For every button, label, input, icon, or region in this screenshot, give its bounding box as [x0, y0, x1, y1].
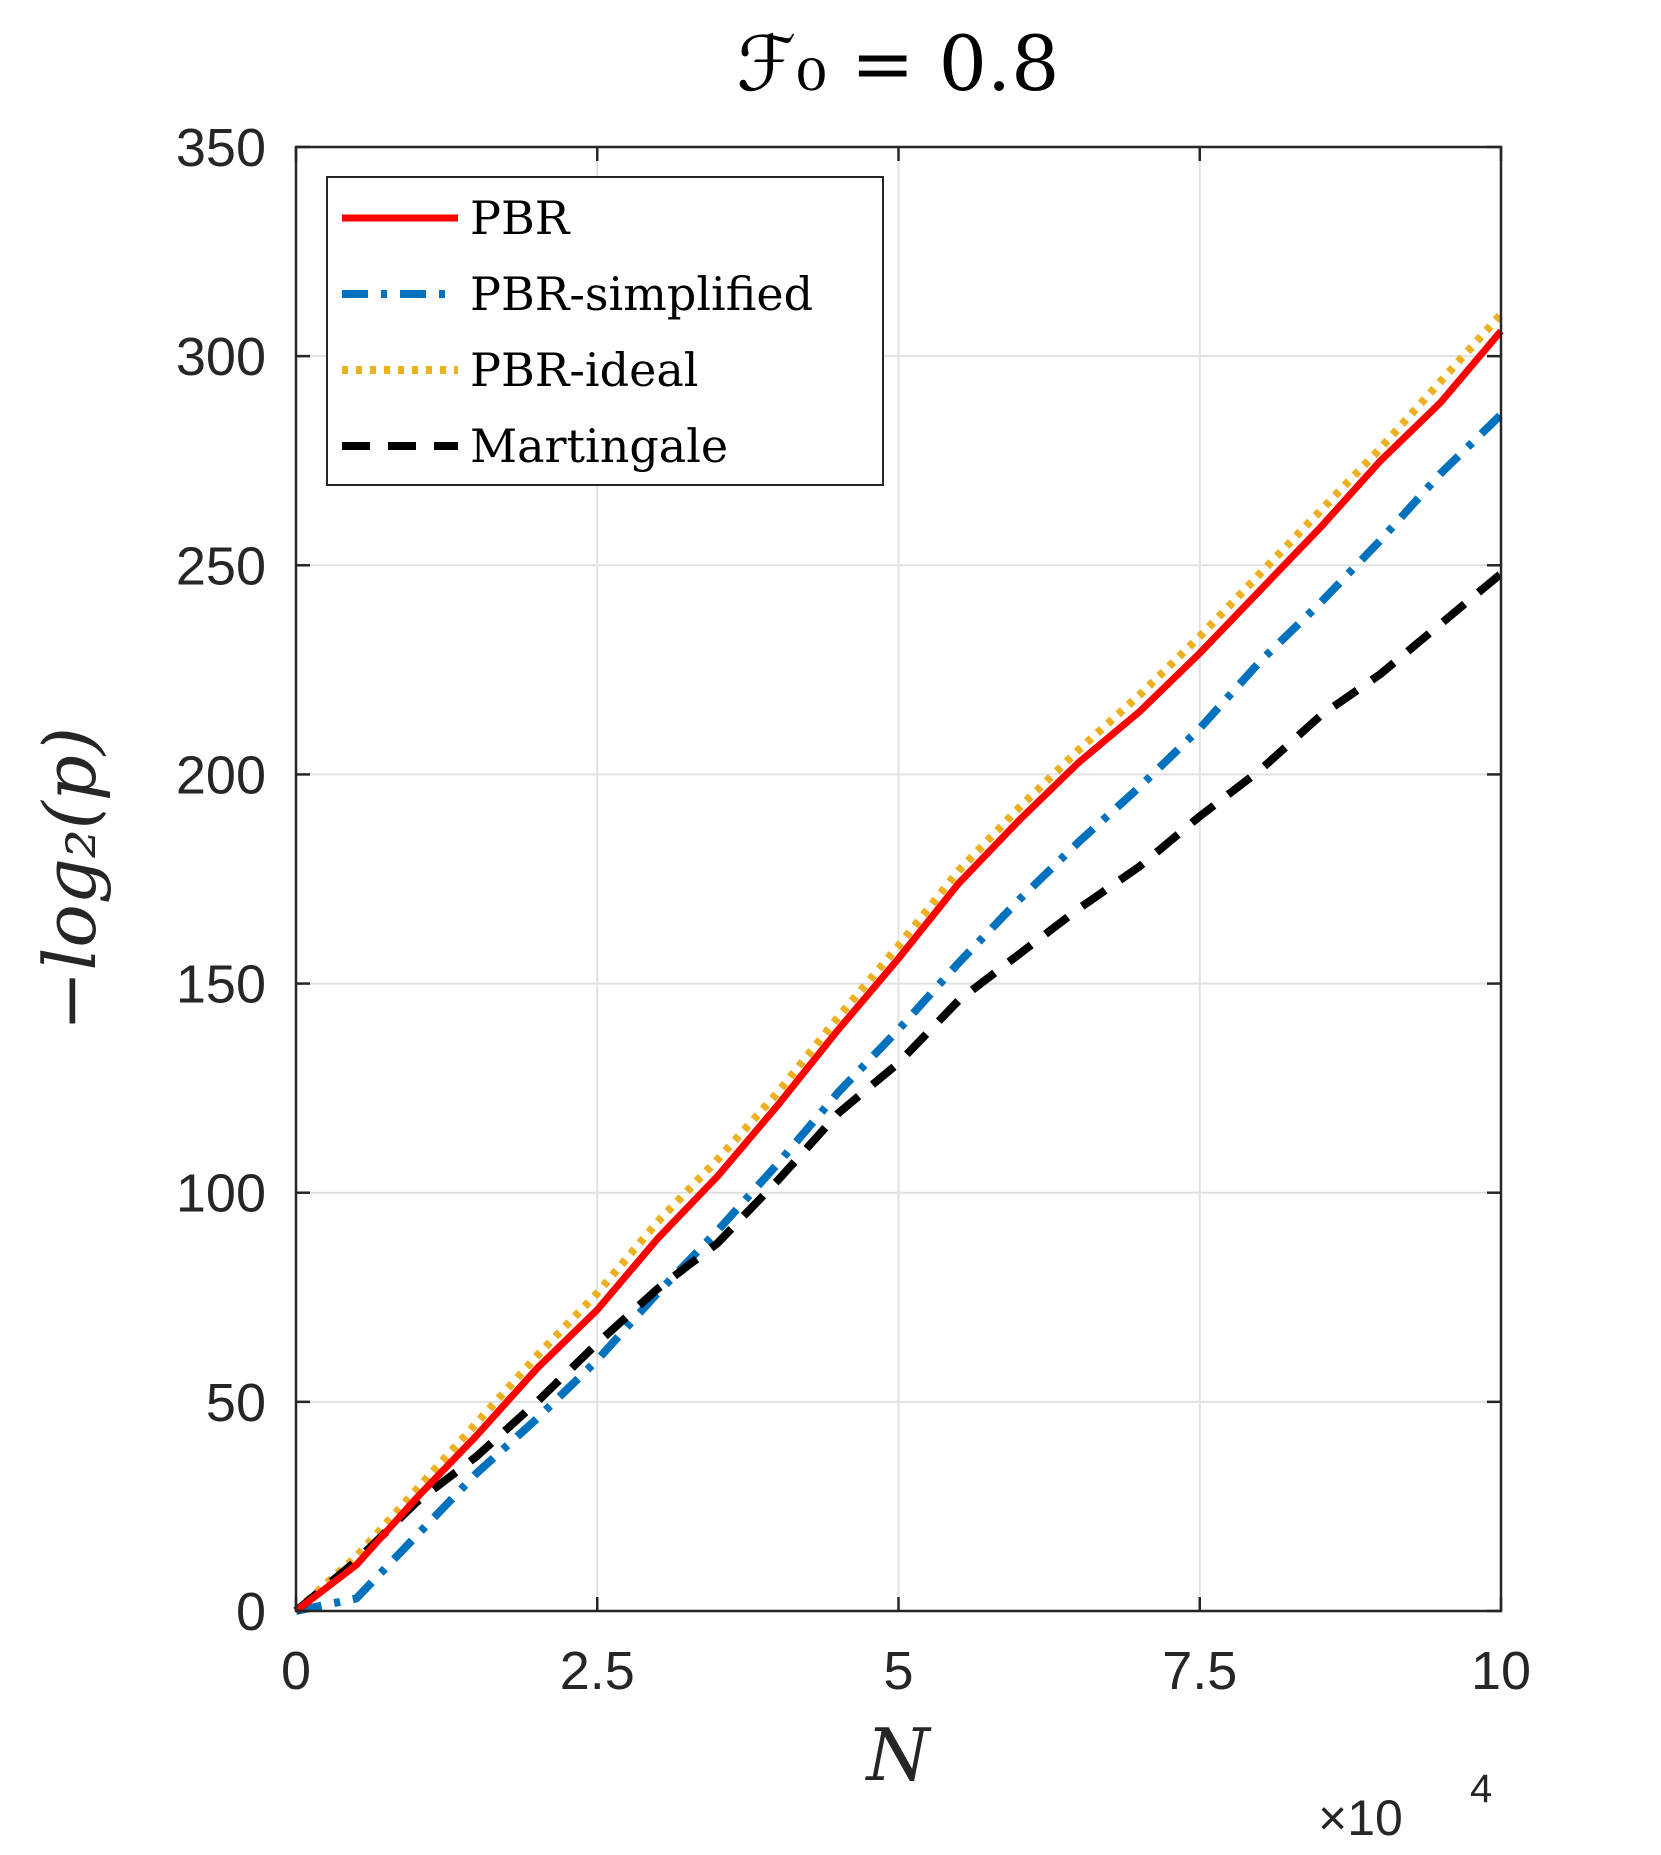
x-tick-label: 2.5: [560, 1641, 635, 1701]
x-tick-label: 0: [281, 1641, 311, 1701]
y-tick-label: 200: [176, 745, 266, 805]
y-tick-label: 250: [176, 536, 266, 596]
series-lines: [293, 311, 1504, 1615]
tick-marks: [294, 145, 1503, 1613]
y-tick-label: 50: [206, 1373, 266, 1433]
x-tick-label: 5: [883, 1641, 913, 1701]
y-axis-label: −log₂(p): [28, 727, 112, 1031]
legend-label-pbr-ideal: PBR-ideal: [470, 343, 698, 397]
x-tick-label: 10: [1471, 1641, 1531, 1701]
legend: PBR PBR-simplified PBR-ideal Martingale: [326, 176, 884, 486]
x-tick-label: 7.5: [1162, 1641, 1237, 1701]
y-tick-label: 350: [176, 118, 266, 178]
legend-label-pbr-simplified: PBR-simplified: [470, 267, 813, 321]
series-line-martingale: [293, 570, 1504, 1615]
legend-items: PBR PBR-simplified PBR-ideal Martingale: [342, 191, 813, 473]
y-tick-label: 100: [176, 1164, 266, 1224]
y-tick-label: 300: [176, 327, 266, 387]
x-axis-exponent: ×10 4: [1318, 1767, 1492, 1846]
legend-label-pbr: PBR: [470, 191, 571, 245]
y-tick-label: 150: [176, 955, 266, 1015]
x-tick-labels: 0 2.5 5 7.5 10: [281, 1641, 1531, 1701]
x-axis-label: N: [865, 1713, 933, 1797]
x-multiplier-exponent: 4: [1470, 1767, 1492, 1811]
series-line-pbr: [293, 328, 1504, 1614]
x-multiplier-text: ×10: [1318, 1790, 1403, 1846]
y-tick-labels: 0 50 100 150 200 250 300 350: [176, 118, 266, 1642]
y-tick-label: 0: [236, 1582, 266, 1642]
chart-title: ℱ₀ = 0.8: [736, 19, 1059, 108]
series-line-pbr-ideal: [293, 311, 1504, 1614]
legend-label-martingale: Martingale: [470, 419, 728, 473]
legend-box: [326, 176, 884, 486]
